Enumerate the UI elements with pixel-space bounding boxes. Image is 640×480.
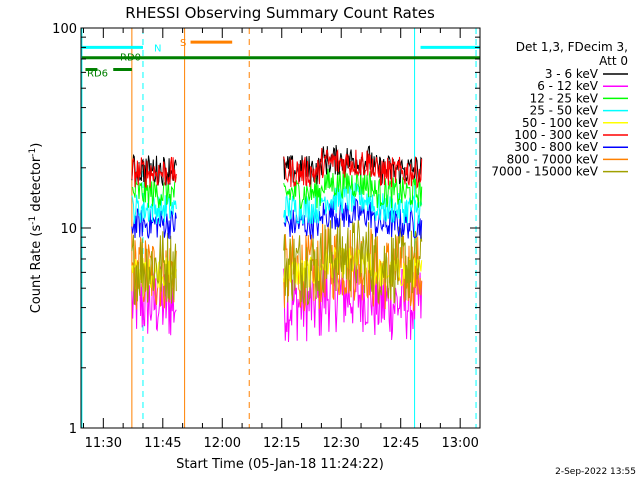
y-tick-label: 10 [60,222,77,237]
legend-header-line-2: Att 0 [599,54,628,68]
plot-area: N S RD0 RD6 [81,28,480,428]
legend-entry-label: 50 - 100 keV [522,116,599,130]
series-trace [283,144,423,186]
attenuator-label-n: N [154,43,161,54]
legend-entry-label: 100 - 300 keV [514,128,598,142]
y-axis-ticks: 1 10 100 [52,22,480,437]
x-axis-label: Start Time (05-Jan-18 11:24:22) [176,457,384,472]
x-tick-label: 13:00 [441,436,478,451]
series-trace [283,218,423,306]
y-axis-label: Count Rate (s-1 detector-1) [28,143,44,314]
series-trace [283,254,423,343]
y-tick-label: 1 [69,422,77,437]
series-trace [131,208,177,240]
x-tick-label: 12:45 [382,436,419,451]
x-axis-ticks: 11:30 11:45 12:00 12:15 12:30 12:45 13:00 [82,28,481,451]
legend-entry-label: 3 - 6 keV [545,67,599,81]
series-trace [283,197,423,240]
chart-title: RHESSI Observing Summary Count Rates [125,4,435,22]
x-tick-label: 11:30 [85,436,122,451]
attenuator-label-s: S [180,38,186,49]
series-trace [283,147,423,189]
attenuator-label-rd6: RD6 [87,69,108,80]
x-tick-label: 12:15 [263,436,300,451]
series-trace [131,156,177,189]
legend-header-line-1: Det 1,3, FDecim 3, [516,40,628,54]
series-trace [131,231,177,306]
legend-entry-label: 7000 - 15000 keV [491,165,598,179]
legend-entry-label: 25 - 50 keV [530,104,599,118]
data-series [131,144,423,343]
y-tick-label: 100 [52,22,77,37]
legend-entry-label: 800 - 7000 keV [507,152,599,166]
legend-entry-label: 6 - 12 keV [537,79,599,93]
x-tick-label: 12:30 [322,436,359,451]
x-tick-label: 12:00 [204,436,241,451]
attenuator-label-rd0: RD0 [120,53,141,64]
legend-entry-label: 300 - 800 keV [514,140,598,154]
x-tick-label: 11:45 [144,436,181,451]
timestamp: 2-Sep-2022 13:55 [555,467,636,477]
attenuator-bars: N S RD0 RD6 [81,38,480,80]
legend-entry-label: 12 - 25 keV [530,91,599,105]
